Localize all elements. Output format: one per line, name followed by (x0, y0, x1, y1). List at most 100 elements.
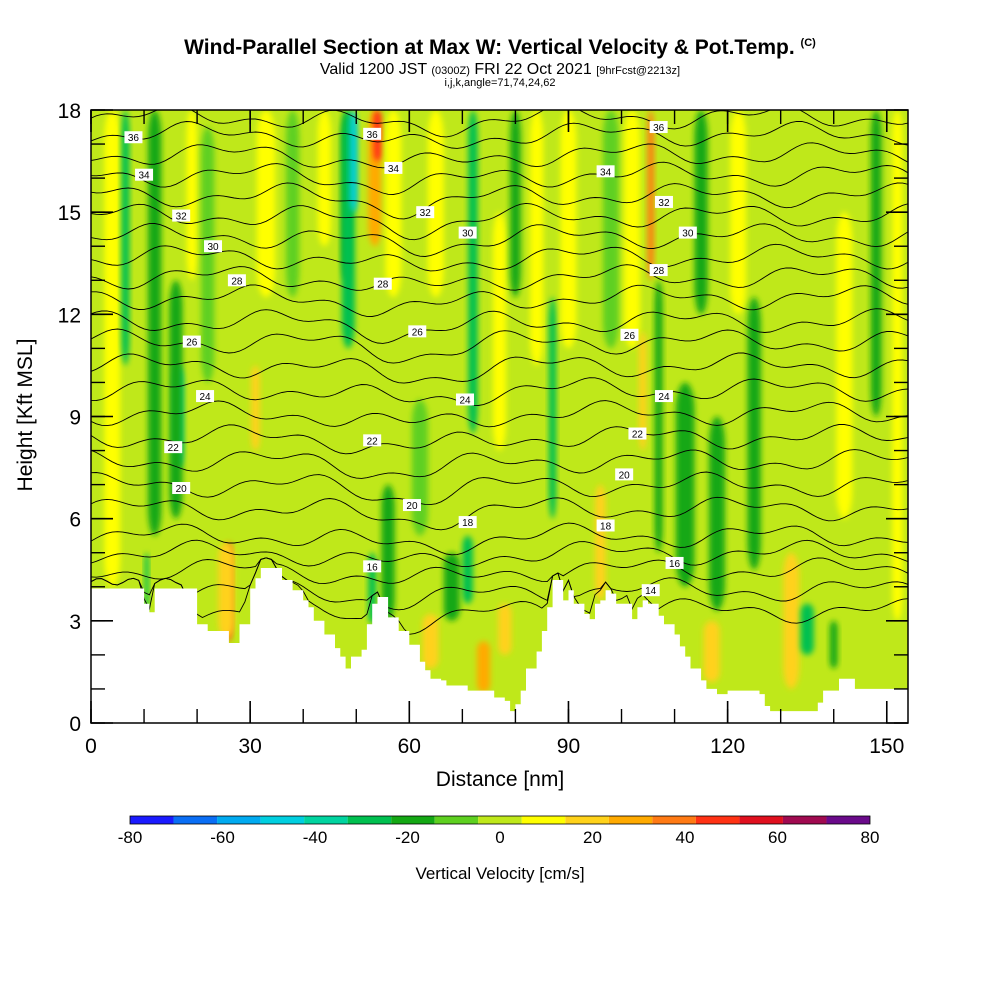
isentrope-label: 36 (649, 121, 668, 134)
velocity-cell (468, 110, 478, 434)
velocity-cell (639, 331, 647, 451)
x-tick-label: 0 (85, 735, 97, 758)
isentrope-label: 20 (402, 499, 421, 512)
x-tick-label: 120 (710, 735, 745, 758)
isentrope-label: 32 (416, 206, 435, 219)
colorbar-swatch (391, 816, 435, 824)
isentrope-label-text: 16 (367, 562, 379, 573)
velocity-cell (422, 614, 439, 669)
colorbar-swatch (173, 816, 218, 824)
colorbar-tick-label: 20 (583, 828, 602, 847)
isentrope-23 (91, 400, 908, 428)
isentrope-contours (91, 110, 908, 635)
isentrope-label: 22 (164, 441, 183, 454)
isentrope-24 (91, 377, 908, 406)
velocity-cell (251, 365, 260, 451)
isentrope-label: 24 (196, 390, 215, 403)
isentrope-19 (91, 496, 908, 531)
isentrope-label-text: 22 (168, 443, 180, 454)
colorbar-swatch (608, 816, 653, 824)
isentrope-34 (91, 161, 908, 195)
isentrope-labels: 36 34 32 30 28 26 24 22 20 36 34 32 30 28 26 24 22 20 18 16… (124, 121, 697, 597)
chart-subtitle: Valid 1200 JST (0300Z) FRI 22 Oct 2021 [… (319, 61, 681, 78)
velocity-cell (560, 110, 577, 349)
isentrope-31 (91, 223, 908, 257)
y-tick-label: 3 (69, 611, 81, 634)
colorbar-tick-label: -40 (303, 828, 328, 847)
x-tick-label: 30 (238, 735, 261, 758)
isentrope-label: 30 (678, 226, 697, 240)
velocity-cell (144, 552, 149, 611)
isentrope-label-text: 20 (176, 484, 188, 495)
isentrope-label: 28 (373, 277, 392, 291)
velocity-cell (186, 110, 198, 281)
isentrope-label-text: 30 (682, 229, 694, 240)
isentrope-21 (91, 449, 908, 479)
velocity-cell (892, 110, 903, 621)
colorbar-swatch (304, 816, 348, 824)
isentrope-37 (91, 110, 908, 138)
y-tick-label: 0 (69, 713, 81, 736)
isentrope-32 (91, 202, 908, 241)
isentrope-label-text: 26 (624, 331, 636, 342)
colorbar-label: Vertical Velocity [cm/s] (415, 864, 585, 883)
isentrope-label: 16 (665, 556, 684, 570)
velocity-cell (148, 110, 162, 536)
isentrope-35 (91, 142, 908, 169)
y-tick-label: 9 (69, 407, 81, 430)
velocity-cell (169, 280, 183, 519)
velocity-cell (317, 110, 332, 247)
x-tick-label: 90 (557, 735, 580, 758)
isentrope-label-text: 32 (658, 198, 670, 209)
isentrope-label: 14 (641, 584, 660, 597)
isentrope-label-text: 26 (186, 338, 198, 349)
isentrope-label-text: 24 (658, 392, 670, 403)
y-tick-label: 15 (58, 202, 81, 225)
isentrope-label-text: 34 (388, 164, 400, 175)
velocity-cell (675, 382, 695, 587)
velocity-cell (870, 110, 882, 417)
isentrope-label: 30 (458, 226, 477, 240)
velocity-cell (709, 416, 725, 611)
isentrope-16 (91, 557, 908, 585)
velocity-cell (783, 552, 800, 689)
isentrope-label: 28 (227, 274, 246, 287)
velocity-cell (385, 110, 402, 298)
colorbar-swatch (695, 816, 740, 824)
isentrope-33 (91, 182, 908, 220)
colorbar-swatch (478, 816, 522, 824)
velocity-cell (104, 110, 121, 587)
isentrope-label-text: 30 (207, 242, 219, 253)
velocity-cell (747, 297, 761, 570)
colorbar-tick-label: 80 (861, 828, 880, 847)
colorbar-swatch (782, 816, 827, 824)
isentrope-label: 34 (384, 161, 403, 175)
isentrope-label-text: 24 (199, 392, 211, 403)
colorbar-swatch (826, 816, 870, 824)
colorbar-tick-label: -80 (118, 828, 143, 847)
colorbar-swatch (217, 816, 261, 824)
velocity-cell (800, 603, 814, 655)
colorbar: -80 -60 -40 -20 0 20 40 60 80 (118, 815, 880, 847)
x-axis-label: Distance [nm] (435, 768, 565, 791)
isentrope-label: 22 (628, 427, 647, 441)
y-tick-label: 18 (58, 100, 81, 123)
isentrope-label-text: 36 (653, 123, 665, 134)
isentrope-26 (91, 328, 908, 364)
isentrope-label: 36 (124, 131, 143, 144)
velocity-cell (647, 110, 654, 281)
isentrope-label-text: 20 (619, 470, 631, 481)
velocity-cell (381, 484, 395, 621)
isentrope-15 (91, 557, 908, 611)
isentrope-36 (91, 120, 908, 149)
isentrope-label: 26 (182, 335, 201, 349)
isentrope-label-text: 34 (600, 167, 612, 178)
y-tick-label: 6 (69, 509, 81, 532)
colorbar-tick-label: 40 (676, 828, 695, 847)
isentrope-25 (91, 352, 908, 384)
velocity-cell (349, 110, 358, 213)
velocity-cell (510, 110, 521, 298)
isentrope-label: 26 (408, 325, 427, 338)
